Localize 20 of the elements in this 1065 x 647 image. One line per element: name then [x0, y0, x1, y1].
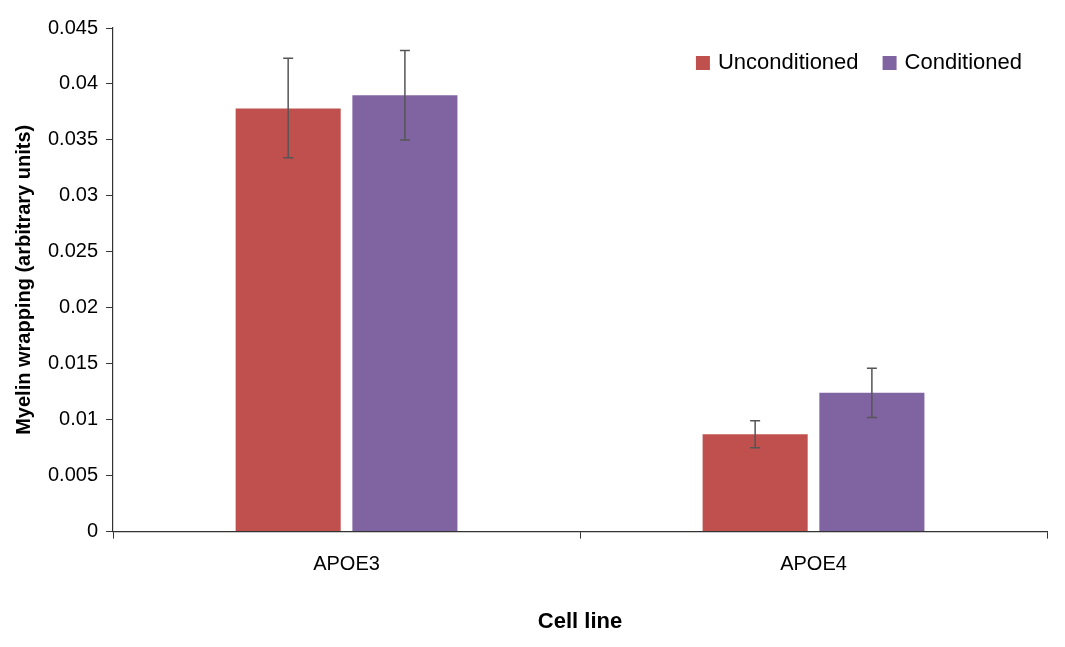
y-tick-label: 0.005 — [47, 463, 99, 486]
x-axis-title: Cell line — [537, 607, 623, 633]
x-tick-label: APOE4 — [780, 552, 847, 575]
bar — [702, 434, 808, 532]
y-axis-title: Myelin wrapping (arbitrary units) — [11, 124, 34, 435]
y-tick-label: 0.03 — [59, 183, 99, 206]
bar — [352, 95, 458, 532]
x-tick-label: APOE3 — [313, 552, 380, 575]
legend-label: Conditioned — [904, 49, 1023, 75]
legend-label: Unconditioned — [717, 49, 859, 75]
y-tick-label: 0.025 — [47, 239, 99, 262]
bar — [235, 108, 341, 532]
y-tick-label: 0.015 — [47, 351, 99, 374]
y-tick-label: 0 — [86, 519, 99, 542]
y-tick-label: 0.035 — [47, 127, 99, 150]
y-tick-label: 0.045 — [47, 15, 99, 38]
y-tick-label: 0.02 — [59, 295, 99, 318]
y-tick-label: 0.01 — [59, 407, 99, 430]
y-tick-label: 0.04 — [59, 71, 99, 94]
bar — [819, 392, 925, 532]
